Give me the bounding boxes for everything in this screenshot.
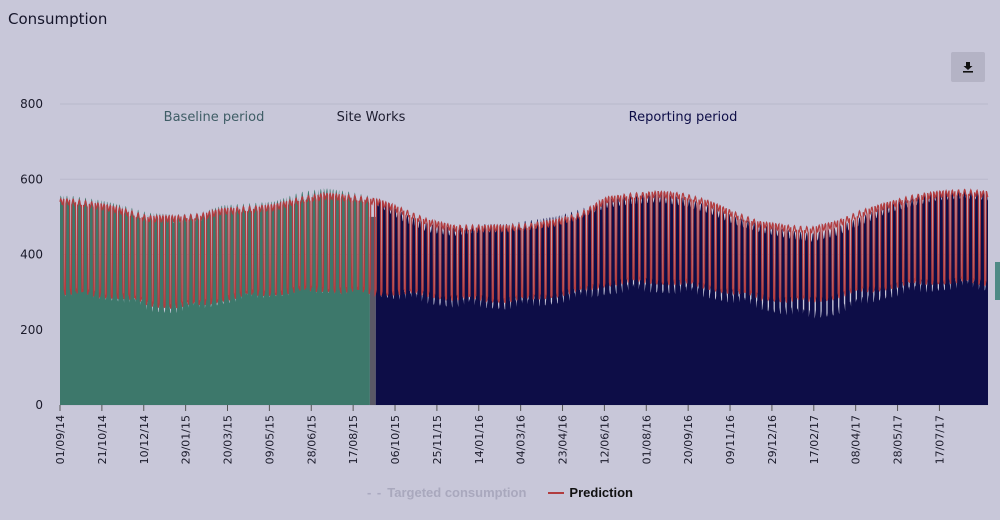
prediction-line [59, 188, 989, 310]
dashed-line-icon: - - [366, 485, 383, 500]
x-tick-label: 04/03/16 [515, 415, 528, 464]
x-tick-label: 17/02/17 [808, 415, 821, 464]
y-tick-label: 800 [20, 97, 43, 111]
y-tick-label: 400 [20, 248, 43, 262]
legend-item-prediction[interactable]: Prediction [548, 485, 633, 500]
chart: 0 200 400 600 800 01/09/14 21/10/14 10/12/14 29/… [20, 97, 989, 464]
x-tick-label: 20/03/15 [222, 415, 235, 464]
x-tick-label: 29/01/15 [180, 415, 193, 464]
x-tick-label: 17/07/17 [933, 415, 946, 464]
legend-item-targeted[interactable]: - - Targeted consumption [367, 485, 526, 500]
x-tick-label: 08/04/17 [850, 415, 863, 464]
side-tab[interactable] [995, 262, 1000, 300]
x-tick-label: 12/06/16 [598, 415, 611, 464]
x-tick-label: 25/11/15 [431, 415, 444, 464]
x-tick-label: 01/09/14 [54, 415, 67, 464]
site-works-area [369, 216, 376, 405]
download-icon [963, 62, 973, 73]
period-label-1: Site Works [337, 110, 406, 125]
legend-label: Targeted consumption [387, 485, 527, 500]
reporting-consumption-area [375, 190, 988, 405]
legend: - - Targeted consumption Prediction [0, 485, 1000, 500]
x-tick-label: 20/09/16 [682, 415, 695, 464]
x-tick-label: 17/08/15 [347, 415, 360, 464]
x-tick-label: 06/10/15 [389, 415, 402, 464]
x-tick-label: 28/06/15 [305, 415, 318, 464]
period-label-0: Baseline period [164, 110, 265, 125]
x-tick-label: 09/05/15 [263, 415, 276, 464]
x-tick-label: 28/05/17 [892, 415, 905, 464]
x-tick-label: 01/08/16 [640, 415, 653, 464]
x-tick-label: 21/10/14 [96, 415, 109, 464]
period-label-2: Reporting period [629, 110, 738, 125]
y-tick-label: 200 [20, 323, 43, 337]
x-tick-label: 14/01/16 [473, 415, 486, 464]
y-tick-label: 0 [35, 398, 43, 412]
y-tick-label: 600 [20, 172, 43, 186]
x-tick-label: 09/11/16 [724, 415, 737, 464]
legend-label: Prediction [569, 485, 633, 500]
line-icon [548, 491, 565, 494]
chart-title: Consumption [8, 10, 108, 28]
x-tick-label: 29/12/16 [766, 415, 779, 464]
x-tick-label: 10/12/14 [138, 415, 151, 464]
download-button[interactable] [951, 52, 985, 82]
x-tick-label: 23/04/16 [557, 415, 570, 464]
